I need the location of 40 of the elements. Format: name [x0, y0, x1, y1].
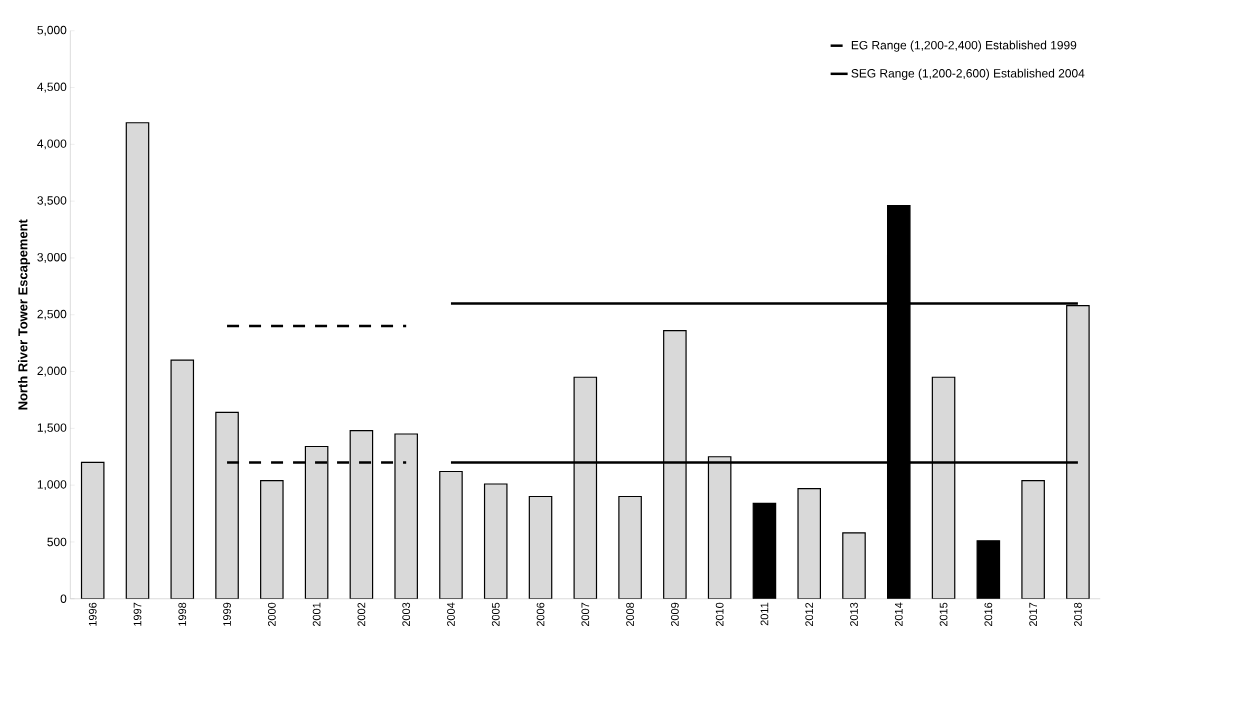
y-tick-label: 2,500: [37, 309, 67, 320]
bar: [1021, 480, 1045, 599]
y-tick-label: 2,000: [37, 366, 67, 377]
x-tick-label: 2011: [760, 602, 769, 626]
y-tick-label: 3,500: [37, 196, 67, 207]
x-tick-label: 2006: [536, 602, 545, 627]
x-tick-label: 1998: [178, 602, 187, 626]
y-tick-label: 1,000: [37, 480, 67, 491]
x-tick-label: 2004: [447, 602, 455, 627]
bar: [260, 480, 284, 599]
x-tick-label: 2016: [984, 602, 993, 627]
x-tick-label: 1997: [133, 602, 142, 626]
x-tick-label: 2010: [715, 602, 724, 627]
x-tick-label: 2003: [402, 602, 411, 627]
x-tick-label: 2018: [1074, 602, 1082, 627]
x-tick-label: 2000: [267, 602, 276, 627]
y-tick-label: 5,000: [37, 25, 67, 36]
y-axis-title: North River Tower Escapement: [17, 219, 31, 410]
x-tick-label: 2012: [805, 602, 814, 627]
x-tick-label: 1999: [223, 602, 231, 626]
bar: [842, 532, 866, 599]
x-tick-label: 2017: [1029, 602, 1037, 627]
x-tick-label: 1996: [88, 602, 97, 626]
y-tick-label: 0: [60, 594, 67, 603]
x-tick-label: 2008: [626, 602, 634, 627]
y-tick-label: 3,000: [37, 253, 67, 263]
x-tick-label: 2007: [581, 602, 590, 627]
y-tick-label: 500: [47, 537, 67, 547]
x-tick-label: 2005: [491, 602, 500, 627]
x-tick-label: 2013: [850, 602, 858, 627]
x-tick-label: 2002: [357, 602, 366, 627]
x-tick-label: 2014: [894, 602, 903, 627]
y-tick-label: 4,000: [37, 139, 67, 150]
legend-label: EG Range (1,200-2,400) Established 1999: [851, 40, 1077, 52]
y-tick-label: 1,500: [37, 423, 67, 434]
y-tick-label: 4,500: [37, 82, 67, 93]
x-tick-label: 2001: [312, 602, 321, 627]
x-tick-label: 2009: [671, 602, 679, 627]
legend-label: SEG Range (1,200-2,600) Established 2004: [851, 68, 1085, 80]
x-tick-label: 2015: [939, 602, 948, 627]
